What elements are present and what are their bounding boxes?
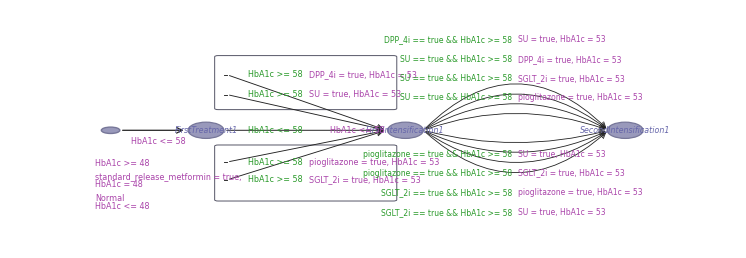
Text: HbA1c >= 48: HbA1c >= 48 bbox=[95, 159, 149, 167]
Text: SGLT_2i = true, HbA1c = 53: SGLT_2i = true, HbA1c = 53 bbox=[309, 175, 420, 184]
Text: DPP_4i = true, HbA1c = 53: DPP_4i = true, HbA1c = 53 bbox=[309, 70, 416, 79]
Text: FirstIntensification1: FirstIntensification1 bbox=[366, 126, 445, 135]
Text: FirstTreatment1: FirstTreatment1 bbox=[175, 126, 237, 135]
Text: pioglitazone == true && HbA1c >= 58: pioglitazone == true && HbA1c >= 58 bbox=[363, 168, 513, 178]
Circle shape bbox=[101, 127, 120, 133]
Text: HbA1c >= 58: HbA1c >= 58 bbox=[248, 90, 303, 99]
Text: HbA1c = 48: HbA1c = 48 bbox=[95, 180, 142, 189]
Text: Normal: Normal bbox=[95, 194, 125, 203]
Text: SGLT_2i = true, HbA1c = 53: SGLT_2i = true, HbA1c = 53 bbox=[518, 74, 625, 83]
Text: SU = true, HbA1c = 53: SU = true, HbA1c = 53 bbox=[518, 208, 606, 217]
Text: HbA1c <= 58: HbA1c <= 58 bbox=[248, 126, 303, 135]
Text: HbA1c >= 58: HbA1c >= 58 bbox=[248, 158, 303, 167]
Text: SGLT_2i == true && HbA1c >= 58: SGLT_2i == true && HbA1c >= 58 bbox=[381, 208, 513, 217]
Text: pioglitazone == true && HbA1c >= 58: pioglitazone == true && HbA1c >= 58 bbox=[363, 150, 513, 159]
Ellipse shape bbox=[387, 122, 424, 138]
Text: HbA1c <= 58: HbA1c <= 58 bbox=[330, 126, 385, 135]
Text: DPP_4i == true && HbA1c >= 58: DPP_4i == true && HbA1c >= 58 bbox=[384, 35, 513, 44]
Text: HbA1c <= 48: HbA1c <= 48 bbox=[95, 202, 149, 211]
Text: SU == true && HbA1c >= 58: SU == true && HbA1c >= 58 bbox=[401, 93, 513, 102]
Text: DPP_4i = true, HbA1c = 53: DPP_4i = true, HbA1c = 53 bbox=[518, 55, 621, 64]
Text: HbA1c >= 58: HbA1c >= 58 bbox=[248, 70, 303, 79]
Text: HbA1c <= 58: HbA1c <= 58 bbox=[131, 137, 186, 146]
Text: SecondIntensification1: SecondIntensification1 bbox=[580, 126, 671, 135]
Text: SGLT_2i = true, HbA1c = 53: SGLT_2i = true, HbA1c = 53 bbox=[518, 168, 625, 178]
Text: SU == true && HbA1c >= 58: SU == true && HbA1c >= 58 bbox=[401, 74, 513, 83]
Text: pioglitazone = true, HbA1c = 53: pioglitazone = true, HbA1c = 53 bbox=[518, 93, 643, 102]
Text: SU == true && HbA1c >= 58: SU == true && HbA1c >= 58 bbox=[401, 55, 513, 64]
Text: SGLT_2i == true && HbA1c >= 58: SGLT_2i == true && HbA1c >= 58 bbox=[381, 188, 513, 197]
Text: pioglitazone = true, HbA1c = 53: pioglitazone = true, HbA1c = 53 bbox=[309, 158, 439, 167]
Text: HbA1c >= 58: HbA1c >= 58 bbox=[248, 175, 303, 184]
Text: pioglitazone = true, HbA1c = 53: pioglitazone = true, HbA1c = 53 bbox=[518, 188, 643, 197]
Text: SU = true, HbA1c = 53: SU = true, HbA1c = 53 bbox=[518, 35, 606, 44]
Text: standard_release_metformin = true,: standard_release_metformin = true, bbox=[95, 173, 242, 181]
Ellipse shape bbox=[607, 122, 643, 138]
Text: SU = true, HbA1c = 53: SU = true, HbA1c = 53 bbox=[518, 150, 606, 159]
Ellipse shape bbox=[188, 122, 224, 138]
Text: SU = true, HbA1c = 53: SU = true, HbA1c = 53 bbox=[309, 90, 401, 99]
